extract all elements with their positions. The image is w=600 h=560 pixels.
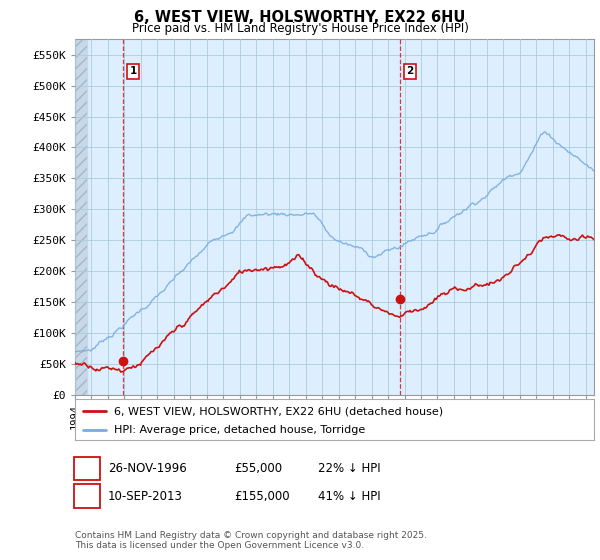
Text: £155,000: £155,000: [234, 489, 290, 503]
Text: 1: 1: [130, 66, 137, 76]
Text: 2: 2: [83, 489, 91, 503]
Text: 6, WEST VIEW, HOLSWORTHY, EX22 6HU: 6, WEST VIEW, HOLSWORTHY, EX22 6HU: [134, 10, 466, 25]
Text: Contains HM Land Registry data © Crown copyright and database right 2025.
This d: Contains HM Land Registry data © Crown c…: [75, 531, 427, 550]
Text: 1: 1: [83, 462, 91, 475]
Text: 26-NOV-1996: 26-NOV-1996: [108, 462, 187, 475]
Text: £55,000: £55,000: [234, 462, 282, 475]
Text: HPI: Average price, detached house, Torridge: HPI: Average price, detached house, Torr…: [114, 426, 365, 435]
Text: Price paid vs. HM Land Registry's House Price Index (HPI): Price paid vs. HM Land Registry's House …: [131, 22, 469, 35]
Text: 22% ↓ HPI: 22% ↓ HPI: [318, 462, 380, 475]
Text: 10-SEP-2013: 10-SEP-2013: [108, 489, 183, 503]
Bar: [75, 39, 86, 395]
Text: 2: 2: [406, 66, 413, 76]
Text: 6, WEST VIEW, HOLSWORTHY, EX22 6HU (detached house): 6, WEST VIEW, HOLSWORTHY, EX22 6HU (deta…: [114, 407, 443, 417]
Text: 41% ↓ HPI: 41% ↓ HPI: [318, 489, 380, 503]
